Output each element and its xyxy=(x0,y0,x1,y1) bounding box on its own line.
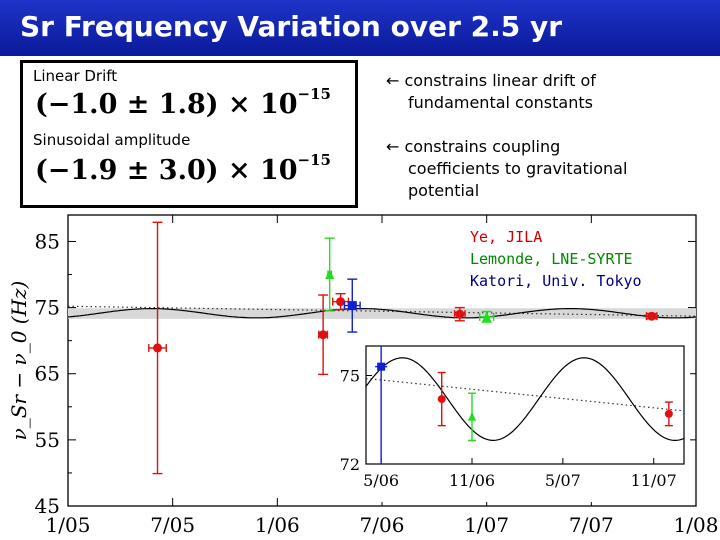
inset-frame xyxy=(365,345,685,465)
y-tick-label: 75 xyxy=(35,296,60,320)
inset-background xyxy=(332,340,690,502)
y-tick-label: 45 xyxy=(35,494,60,518)
coupling-note: ← constrains coupling coefficients to gr… xyxy=(386,137,628,200)
x-tick-label: 1/07 xyxy=(464,513,509,537)
data-point xyxy=(336,297,346,307)
confidence-band xyxy=(68,308,696,319)
lab-tokyo: Katori, Univ. Tokyo xyxy=(470,272,642,290)
lab-jila: Ye, JILA xyxy=(470,228,543,246)
data-point xyxy=(482,311,492,322)
x-tick-label: 1/05 xyxy=(46,513,91,537)
inset-data-point xyxy=(377,362,386,371)
inset-linear-drift-line xyxy=(365,377,685,412)
data-point xyxy=(347,301,357,311)
sinusoidal-fit-curve xyxy=(67,308,697,319)
inset-sinusoidal-fit xyxy=(365,357,685,441)
x-tick-label: 1/08 xyxy=(674,513,719,537)
data-point xyxy=(318,330,328,340)
y-tick-label: 85 xyxy=(35,229,60,253)
lab-syrte: Lemonde, LNE-SYRTE xyxy=(470,250,633,268)
inset-data-point xyxy=(468,411,476,421)
inset-y-tick-label: 75 xyxy=(340,367,360,386)
inset-data-point xyxy=(437,395,446,404)
data-point xyxy=(153,343,163,353)
linear-drift-label: Linear Drift xyxy=(33,67,118,85)
inset-x-tick-label: 11/06 xyxy=(449,471,495,490)
sinusoidal-label: Sinusoidal amplitude xyxy=(33,131,191,149)
x-tick-label: 1/06 xyxy=(255,513,300,537)
drift-note: ← constrains linear drift of fundamental… xyxy=(386,71,596,112)
inset-x-tick-label: 5/07 xyxy=(545,471,581,490)
x-tick-label: 7/06 xyxy=(360,513,405,537)
data-point xyxy=(647,311,657,321)
title-bar: Sr Frequency Variation over 2.5 yr xyxy=(0,0,720,56)
linear-drift-value: (−1.0 ± 1.8) × 10−15 xyxy=(35,85,331,120)
left-arrow-icon: ← xyxy=(386,71,400,90)
data-point xyxy=(325,269,335,280)
linear-drift-line xyxy=(67,305,697,317)
results-box: Linear Drift (−1.0 ± 1.8) × 10−15 Sinuso… xyxy=(20,60,358,208)
x-tick-label: 7/07 xyxy=(569,513,614,537)
left-arrow-icon: ← xyxy=(386,137,400,156)
inset-x-tick-label: 5/06 xyxy=(363,471,399,490)
y-axis-label: ν_Sr − ν_0 (Hz) xyxy=(7,281,31,441)
sinusoidal-value: (−1.9 ± 3.0) × 10−15 xyxy=(35,151,331,186)
slide-title: Sr Frequency Variation over 2.5 yr xyxy=(20,10,563,43)
inset-data-point xyxy=(664,409,673,418)
inset-y-tick-label: 72 xyxy=(340,455,360,474)
inset-x-tick-label: 11/07 xyxy=(631,471,677,490)
data-point xyxy=(455,309,465,319)
y-tick-label: 65 xyxy=(35,362,60,386)
x-tick-label: 7/05 xyxy=(150,513,195,537)
y-tick-label: 55 xyxy=(35,428,60,452)
